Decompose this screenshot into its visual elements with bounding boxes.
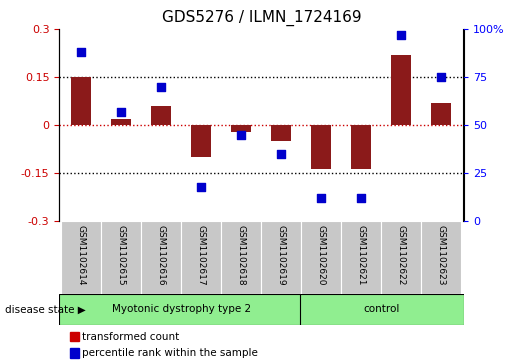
Point (357, 195, 366, 201)
Bar (391, 55, 411, 125)
Bar (71, 77, 91, 125)
Text: GSM1102617: GSM1102617 (197, 225, 206, 286)
Bar (271, 125, 291, 141)
Bar (261, 221, 301, 294)
Text: GSM1102621: GSM1102621 (357, 225, 366, 286)
Point (317, 195, 325, 201)
Point (437, 74, 445, 80)
Bar (101, 221, 141, 294)
Bar (141, 221, 181, 294)
Bar (421, 221, 461, 294)
Bar (181, 221, 221, 294)
Bar (312, 125, 332, 168)
Text: GSM1102614: GSM1102614 (77, 225, 85, 286)
Text: GSM1102623: GSM1102623 (437, 225, 446, 286)
Point (237, 132, 246, 138)
Text: disease state ▶: disease state ▶ (5, 305, 86, 314)
Title: GDS5276 / ILMN_1724169: GDS5276 / ILMN_1724169 (162, 10, 361, 26)
Text: Myotonic dystrophy type 2: Myotonic dystrophy type 2 (112, 305, 251, 314)
Bar (151, 106, 171, 125)
Point (277, 151, 285, 157)
Text: GSM1102622: GSM1102622 (397, 225, 406, 285)
Text: GSM1102620: GSM1102620 (317, 225, 326, 286)
Bar (341, 221, 382, 294)
Bar (221, 221, 261, 294)
Point (197, 184, 205, 190)
Bar (301, 221, 341, 294)
Point (398, 32, 406, 38)
Bar (231, 125, 251, 132)
Text: GSM1102616: GSM1102616 (157, 225, 166, 286)
Text: GSM1102619: GSM1102619 (277, 225, 286, 286)
Bar (300, 294, 464, 325)
Point (157, 84, 165, 90)
Bar (111, 119, 131, 125)
Text: control: control (364, 305, 400, 314)
Bar (59, 294, 303, 325)
Text: GSM1102618: GSM1102618 (237, 225, 246, 286)
Bar (382, 221, 421, 294)
Bar (191, 125, 211, 157)
Point (117, 109, 125, 115)
Bar (432, 103, 452, 125)
Bar (61, 221, 101, 294)
Text: GSM1102615: GSM1102615 (117, 225, 126, 286)
Bar (351, 125, 371, 168)
Text: percentile rank within the sample: percentile rank within the sample (82, 348, 259, 358)
Point (77, 49, 85, 55)
Text: transformed count: transformed count (82, 331, 180, 342)
